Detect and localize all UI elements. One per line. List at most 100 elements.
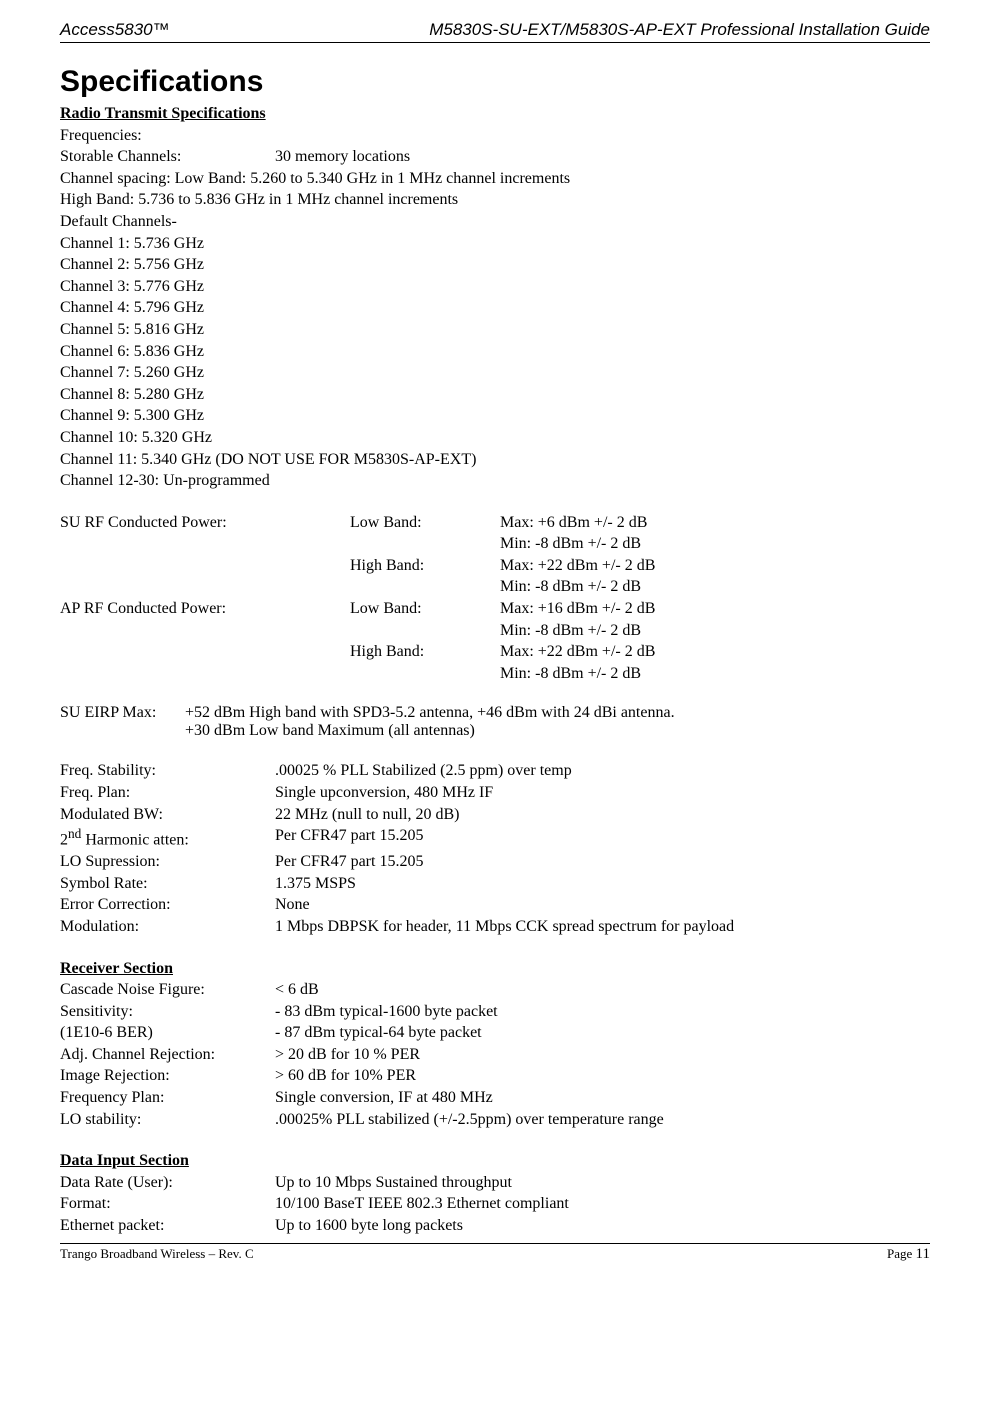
receiver-heading: Receiver Section [60, 958, 930, 980]
spec-value: None [275, 894, 930, 916]
storable-channels: Storable Channels: 30 memory locations [60, 146, 930, 168]
receiver-row: Cascade Noise Figure:< 6 dB [60, 979, 930, 1001]
datainput-value: Up to 1600 byte long packets [275, 1215, 930, 1237]
footer-page-number: 11 [916, 1246, 930, 1262]
rf-device [60, 576, 350, 598]
rf-band [350, 533, 500, 555]
spec-label: Freq. Stability: [60, 760, 275, 782]
rf-band: High Band: [350, 555, 500, 577]
eirp-line2: +30 dBm Low band Maximum (all antennas) [185, 722, 930, 740]
spec-value: Per CFR47 part 15.205 [275, 851, 930, 873]
spec-value: 22 MHz (null to null, 20 dB) [275, 804, 930, 826]
channel-line: Channel 2: 5.756 GHz [60, 254, 930, 276]
spec-label: 2nd Harmonic atten: [60, 825, 275, 851]
spec-value: 1 Mbps DBPSK for header, 11 Mbps CCK spr… [275, 916, 930, 938]
channel-line: Channel 7: 5.260 GHz [60, 362, 930, 384]
spec-value: Per CFR47 part 15.205 [275, 825, 930, 851]
footer-page-label: Page [887, 1246, 916, 1261]
rf-device [60, 620, 350, 642]
channel-line: Channel 3: 5.776 GHz [60, 276, 930, 298]
datainput-label: Format: [60, 1193, 275, 1215]
receiver-label: Adj. Channel Rejection: [60, 1044, 275, 1066]
receiver-row: Sensitivity:- 83 dBm typical-1600 byte p… [60, 1001, 930, 1023]
rf-device [60, 555, 350, 577]
channel-spacing: Channel spacing: Low Band: 5.260 to 5.34… [60, 168, 930, 190]
high-band-line: High Band: 5.736 to 5.836 GHz in 1 MHz c… [60, 189, 930, 211]
spec-row: Modulation:1 Mbps DBPSK for header, 11 M… [60, 916, 930, 938]
rf-value: Min: -8 dBm +/- 2 dB [500, 576, 930, 598]
datainput-heading: Data Input Section [60, 1150, 930, 1172]
receiver-row: Adj. Channel Rejection:> 20 dB for 10 % … [60, 1044, 930, 1066]
receiver-label: LO stability: [60, 1109, 275, 1131]
rf-row: Min: -8 dBm +/- 2 dB [60, 576, 930, 598]
datainput-row: Data Rate (User):Up to 10 Mbps Sustained… [60, 1172, 930, 1194]
receiver-value: > 20 dB for 10 % PER [275, 1044, 930, 1066]
eirp-row-2: +30 dBm Low band Maximum (all antennas) [60, 722, 930, 740]
footer-right: Page 11 [887, 1246, 930, 1263]
datainput-value: 10/100 BaseT IEEE 802.3 Ethernet complia… [275, 1193, 930, 1215]
receiver-value: - 87 dBm typical-64 byte packet [275, 1022, 930, 1044]
rf-device: SU RF Conducted Power: [60, 512, 350, 534]
receiver-label: Frequency Plan: [60, 1087, 275, 1109]
rf-value: Max: +6 dBm +/- 2 dB [500, 512, 930, 534]
rf-value: Max: +22 dBm +/- 2 dB [500, 641, 930, 663]
datainput-block: Data Rate (User):Up to 10 Mbps Sustained… [60, 1172, 930, 1237]
channel-line: Channel 6: 5.836 GHz [60, 341, 930, 363]
receiver-value: < 6 dB [275, 979, 930, 1001]
rf-row: SU RF Conducted Power:Low Band:Max: +6 d… [60, 512, 930, 534]
rf-value: Min: -8 dBm +/- 2 dB [500, 533, 930, 555]
rf-row: High Band:Max: +22 dBm +/- 2 dB [60, 641, 930, 663]
rf-value: Min: -8 dBm +/- 2 dB [500, 663, 930, 685]
channel-line: Channel 4: 5.796 GHz [60, 297, 930, 319]
channel-line: Channel 1: 5.736 GHz [60, 233, 930, 255]
receiver-row: Frequency Plan:Single conversion, IF at … [60, 1087, 930, 1109]
rf-band: Low Band: [350, 512, 500, 534]
header-left: Access5830™ [60, 20, 170, 40]
receiver-value: - 83 dBm typical-1600 byte packet [275, 1001, 930, 1023]
datainput-row: Format:10/100 BaseT IEEE 802.3 Ethernet … [60, 1193, 930, 1215]
eirp-label: SU EIRP Max: [60, 704, 185, 722]
channel-line: Channel 11: 5.340 GHz (DO NOT USE FOR M5… [60, 449, 930, 471]
channels-list: Channel 1: 5.736 GHzChannel 2: 5.756 GHz… [60, 233, 930, 492]
receiver-label: Cascade Noise Figure: [60, 979, 275, 1001]
receiver-value: > 60 dB for 10% PER [275, 1065, 930, 1087]
rf-band: Low Band: [350, 598, 500, 620]
rf-device [60, 533, 350, 555]
header-right: M5830S-SU-EXT/M5830S-AP-EXT Professional… [429, 20, 930, 40]
receiver-label: Image Rejection: [60, 1065, 275, 1087]
receiver-label: Sensitivity: [60, 1001, 275, 1023]
rf-row: AP RF Conducted Power:Low Band:Max: +16 … [60, 598, 930, 620]
spec-label: LO Supression: [60, 851, 275, 873]
channel-line: Channel 9: 5.300 GHz [60, 405, 930, 427]
spec-label: Freq. Plan: [60, 782, 275, 804]
channel-line: Channel 10: 5.320 GHz [60, 427, 930, 449]
radio-heading: Radio Transmit Specifications [60, 103, 930, 125]
rf-band [350, 620, 500, 642]
channel-line: Channel 8: 5.280 GHz [60, 384, 930, 406]
spec-label: Modulated BW: [60, 804, 275, 826]
receiver-row: (1E10-6 BER)- 87 dBm typical-64 byte pac… [60, 1022, 930, 1044]
page-header: Access5830™ M5830S-SU-EXT/M5830S-AP-EXT … [60, 20, 930, 43]
datainput-row: Ethernet packet:Up to 1600 byte long pac… [60, 1215, 930, 1237]
datainput-label: Data Rate (User): [60, 1172, 275, 1194]
rf-band [350, 663, 500, 685]
spec-label: Symbol Rate: [60, 873, 275, 895]
spec-value: Single upconversion, 480 MHz IF [275, 782, 930, 804]
receiver-block: Cascade Noise Figure:< 6 dBSensitivity:-… [60, 979, 930, 1130]
spec-label: Error Correction: [60, 894, 275, 916]
receiver-value: .00025% PLL stabilized (+/-2.5ppm) over … [275, 1109, 930, 1131]
receiver-row: Image Rejection:> 60 dB for 10% PER [60, 1065, 930, 1087]
rf-row: Min: -8 dBm +/- 2 dB [60, 533, 930, 555]
spec-value: 1.375 MSPS [275, 873, 930, 895]
spec-row: Symbol Rate:1.375 MSPS [60, 873, 930, 895]
storable-label: Storable Channels: [60, 146, 275, 168]
default-channels-label: Default Channels- [60, 211, 930, 233]
spec-row: LO Supression:Per CFR47 part 15.205 [60, 851, 930, 873]
rf-value: Max: +22 dBm +/- 2 dB [500, 555, 930, 577]
spec-row: 2nd Harmonic atten:Per CFR47 part 15.205 [60, 825, 930, 851]
storable-value: 30 memory locations [275, 146, 930, 168]
rf-power-block: SU RF Conducted Power:Low Band:Max: +6 d… [60, 512, 930, 685]
eirp-line1: +52 dBm High band with SPD3-5.2 antenna,… [185, 704, 930, 722]
datainput-value: Up to 10 Mbps Sustained throughput [275, 1172, 930, 1194]
rf-row: Min: -8 dBm +/- 2 dB [60, 620, 930, 642]
